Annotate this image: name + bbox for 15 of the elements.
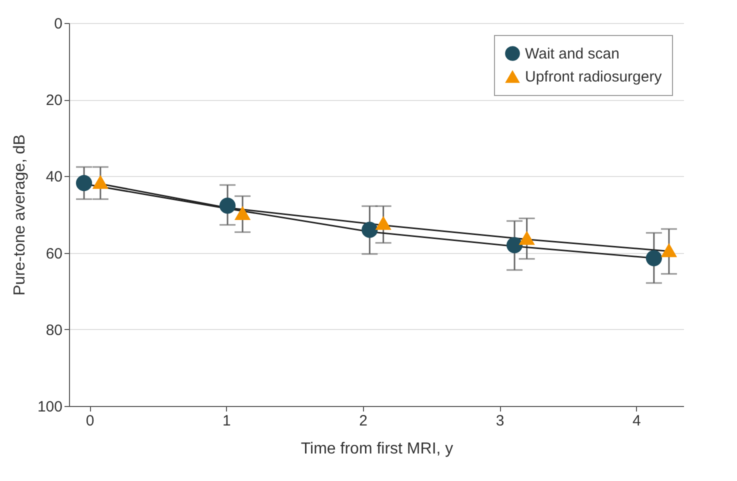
legend-label: Wait and scan bbox=[525, 46, 620, 62]
y-tick-label: 60 bbox=[46, 245, 62, 262]
legend-label: Upfront radiosurgery bbox=[525, 68, 662, 86]
y-tick-label: 0 bbox=[54, 16, 62, 32]
y-tick-label: 20 bbox=[46, 92, 62, 110]
y-axis-title: Pure-tone average, dB bbox=[11, 134, 28, 296]
x-tick-label: 4 bbox=[632, 412, 641, 430]
y-tick-label: 100 bbox=[37, 398, 62, 416]
x-tick-label: 2 bbox=[359, 412, 368, 430]
y-tick-label: 80 bbox=[46, 322, 62, 339]
x-tick-label: 3 bbox=[496, 412, 504, 430]
x-axis-title: Time from first MRI, y bbox=[300, 440, 454, 458]
x-tick-label: 1 bbox=[222, 412, 231, 430]
x-tick-label: 0 bbox=[86, 412, 94, 430]
y-tick-label: 40 bbox=[46, 168, 62, 186]
